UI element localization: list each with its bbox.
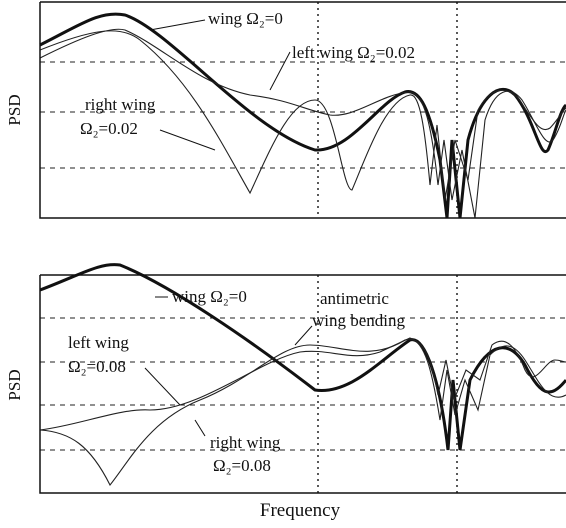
annotation: antimetric (320, 289, 389, 308)
annotation: right wing (210, 433, 281, 452)
curve (39, 337, 566, 431)
curve (39, 338, 566, 487)
leader-line (144, 367, 181, 406)
annotation: wing bending (312, 311, 406, 330)
annotation: right wing (85, 95, 156, 114)
leader-line (269, 51, 291, 91)
x-axis-label: Frequency (260, 500, 341, 521)
leader-line (194, 419, 206, 437)
top-panel: PSD wing Ω₂=0 left wing Ω₂=0.02 right wi… (5, 1, 566, 219)
annotation: Ω₂=0.02 (80, 119, 138, 138)
leader-line (149, 19, 206, 31)
annotation: wing Ω₂=0 (172, 287, 247, 306)
y-axis-label: PSD (5, 94, 24, 125)
annotation: left wing (68, 333, 129, 352)
annotation: Ω₂=0.08 (68, 357, 126, 376)
curve (39, 263, 566, 451)
panel-frame (39, 1, 566, 219)
panel-frame (39, 274, 566, 494)
annotation: wing Ω₂=0 (208, 9, 283, 28)
annotation: left wing Ω₂=0.02 (292, 43, 415, 62)
y-axis-label: PSD (5, 369, 24, 400)
leader-line (294, 325, 313, 346)
curve (39, 30, 566, 201)
bottom-panel: PSD wing Ω₂=0 antimetric wing bending le… (5, 263, 566, 494)
leader-line (159, 129, 216, 151)
annotation: Ω₂=0.08 (213, 456, 271, 475)
